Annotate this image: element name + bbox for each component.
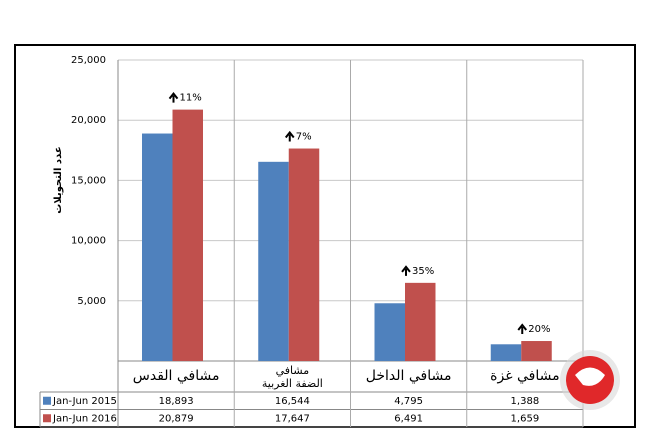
table-cell: 1,659: [511, 413, 540, 424]
y-tick-label: 20,000: [71, 115, 106, 126]
legend-label: Jan-Jun 2016: [52, 413, 117, 424]
table-cell: 1,388: [511, 396, 540, 407]
legend-label: Jan-Jun 2015: [52, 396, 117, 407]
arrow-icon: [517, 323, 528, 335]
arrow-icon: [401, 265, 411, 276]
legend-swatch: [43, 414, 51, 423]
table-cell: 4,795: [394, 396, 423, 407]
bar: [490, 344, 522, 361]
category-label: مشافي غزة: [490, 368, 560, 384]
bar: [405, 282, 436, 361]
category-label: مشافي القدس: [132, 368, 220, 384]
y-tick-label: 5,000: [77, 296, 106, 307]
bar: [288, 148, 320, 361]
table-cell: 20,879: [159, 413, 194, 424]
logo: [560, 350, 620, 410]
y-tick-label: 10,000: [71, 236, 106, 247]
bar: [258, 161, 289, 361]
annotation: 7%: [296, 132, 312, 143]
bar: [374, 303, 405, 361]
category-label: مشافي الضفة الغربية: [261, 363, 323, 390]
bar: [142, 133, 173, 361]
arrow-icon: [168, 92, 179, 103]
y-axis-label: عدد التحويلات: [53, 146, 64, 213]
legend-swatch: [43, 396, 51, 405]
bar: [172, 109, 203, 361]
annotation: 35%: [412, 266, 434, 277]
y-tick-label: 15,000: [71, 175, 106, 186]
table-cell: 17,647: [275, 413, 310, 424]
bar: [521, 341, 552, 361]
category-label: مشافي الداخل: [365, 368, 452, 384]
annotation: 20%: [528, 324, 550, 335]
y-tick-label: 25,000: [71, 55, 106, 66]
annotation: 11%: [180, 93, 202, 104]
table-cell: 6,491: [394, 413, 423, 424]
table-cell: 18,893: [159, 396, 194, 407]
table-cell: 16,544: [275, 396, 310, 407]
arrow-icon: [284, 130, 295, 142]
